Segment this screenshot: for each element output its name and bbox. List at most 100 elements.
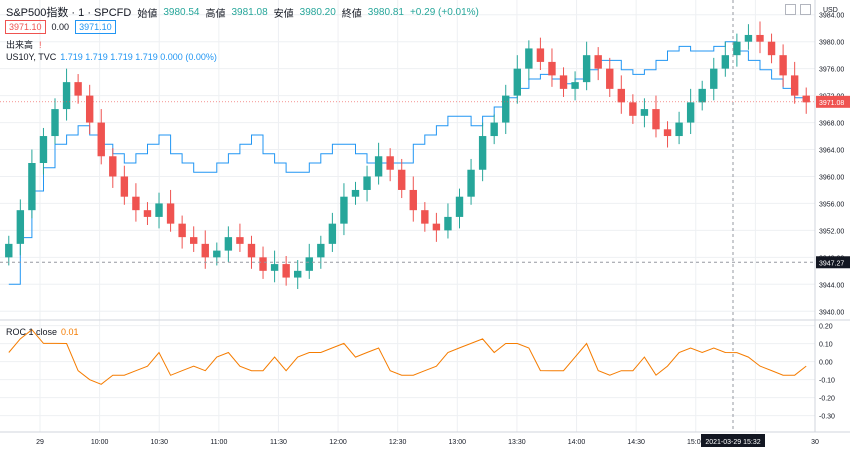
candle-body <box>698 88 706 103</box>
roc-tick-label: -0.30 <box>819 414 835 421</box>
candle-body <box>744 34 753 42</box>
chart-header: S&P500指数 · 1 · SPCFD 始値 3980.54 高値 3981.08… <box>6 4 479 20</box>
roc-value: 0.01 <box>61 327 79 337</box>
last-price-label: 3971.08 <box>819 100 844 107</box>
candle-body <box>594 55 602 69</box>
roc-tick-label: 0.10 <box>819 342 833 349</box>
high-label: 高値 <box>205 8 226 20</box>
ask-price-button[interactable]: 3971.10 <box>75 20 116 34</box>
symbol-title[interactable]: S&P500指数 · 1 · SPCFD <box>6 7 132 19</box>
candle-body <box>39 136 48 163</box>
crosshair-time-label: 2021-03-29 15:32 <box>705 439 760 446</box>
roc-legend[interactable]: ROC 1 close 0.01 <box>6 327 79 337</box>
candle-body <box>351 189 360 197</box>
crosshair-time-box <box>701 434 765 447</box>
restore-icon[interactable] <box>785 4 796 15</box>
time-tick-label: 11:00 <box>210 439 227 446</box>
roc-name: ROC 1 close <box>6 327 58 337</box>
open-value: 3980.54 <box>163 6 200 18</box>
time-tick-label: 29 <box>36 439 44 446</box>
price-tick-label: 3944.00 <box>819 282 844 289</box>
candle-body <box>421 210 429 224</box>
candle-body <box>259 257 267 271</box>
candle-body <box>802 95 810 103</box>
candle-body <box>201 243 209 258</box>
candle-body <box>617 88 626 103</box>
bid-price-button[interactable]: 3971.10 <box>5 20 46 34</box>
candle-body <box>62 82 71 110</box>
candle-body <box>606 68 614 89</box>
candle-body <box>478 136 487 170</box>
roc-tick-label: -0.20 <box>819 396 835 403</box>
compare-values: 1.719 1.719 1.719 1.719 0.000 (0.00%) <box>60 52 217 62</box>
candle-body <box>455 196 464 217</box>
maximize-icon[interactable] <box>800 4 811 15</box>
time-tick-label: 10:30 <box>150 439 168 446</box>
candle-body <box>270 264 279 271</box>
candle-body <box>571 82 579 89</box>
candle-body <box>640 109 649 116</box>
candle-body <box>467 169 475 197</box>
candlestick-series <box>5 21 810 290</box>
candle-body <box>28 163 36 211</box>
candle-body <box>363 176 371 190</box>
candle-body <box>178 223 186 238</box>
time-tick-label: 13:30 <box>508 439 526 446</box>
price-tick-label: 3952.00 <box>819 228 844 235</box>
candle-body <box>490 122 498 137</box>
candle-body <box>155 203 163 217</box>
candle-body <box>236 237 244 244</box>
price-tick-label: 3940.00 <box>819 309 844 316</box>
candle-body <box>328 223 337 244</box>
volume-legend[interactable]: 出来高 ! <box>6 38 42 51</box>
candle-body <box>51 109 59 137</box>
candle-body <box>213 250 221 258</box>
candle-body <box>779 55 787 76</box>
candle-body <box>143 210 152 217</box>
time-tick-label: 14:30 <box>627 439 645 446</box>
candle-body <box>224 237 233 251</box>
candle-body <box>767 41 776 56</box>
time-tick-label: 12:00 <box>329 439 347 446</box>
time-tick-label: 10:00 <box>91 439 109 446</box>
time-tick-label: 30 <box>811 439 819 446</box>
time-tick-label: 13:00 <box>449 439 467 446</box>
candle-body <box>120 176 129 197</box>
candle-body <box>166 203 175 224</box>
candle-body <box>132 196 140 211</box>
time-tick-label: 15:00 <box>687 439 705 446</box>
candle-body <box>582 55 591 83</box>
roc-tick-label: -0.10 <box>819 378 835 385</box>
price-tick-label: 3976.00 <box>819 67 844 74</box>
price-tick-label: 3960.00 <box>819 174 844 181</box>
roc-tick-label: 0.00 <box>819 360 833 367</box>
change-value: +0.29 (+0.01%) <box>409 6 479 18</box>
crosshair-price-label: 3947.27 <box>819 260 844 267</box>
candle-body <box>502 95 510 123</box>
time-tick-label: 11:30 <box>270 439 287 446</box>
candle-body <box>109 156 117 177</box>
candle-body <box>756 34 764 42</box>
low-label: 安値 <box>273 8 294 20</box>
last-price-box <box>816 95 850 108</box>
candle-body <box>675 122 683 137</box>
candle-body <box>432 223 441 231</box>
candle-body <box>97 122 105 157</box>
price-tick-label: 3984.00 <box>819 13 844 20</box>
us10y-compare-series <box>8 41 807 285</box>
candle-body <box>686 102 695 123</box>
candle-body <box>5 243 13 258</box>
volume-warning-icon[interactable]: ! <box>39 39 42 50</box>
candle-body <box>513 68 521 96</box>
candle-body <box>525 48 533 69</box>
grid-lines <box>0 0 816 432</box>
candle-body <box>629 102 637 116</box>
time-tick-label: 12:30 <box>389 439 407 446</box>
compare-legend[interactable]: US10Y, TVC 1.719 1.719 1.719 1.719 0.000… <box>6 52 217 62</box>
spread-value: 0.00 <box>51 22 70 32</box>
candle-body <box>559 75 568 89</box>
candle-body <box>374 156 383 177</box>
price-tick-label: 3956.00 <box>819 201 844 208</box>
